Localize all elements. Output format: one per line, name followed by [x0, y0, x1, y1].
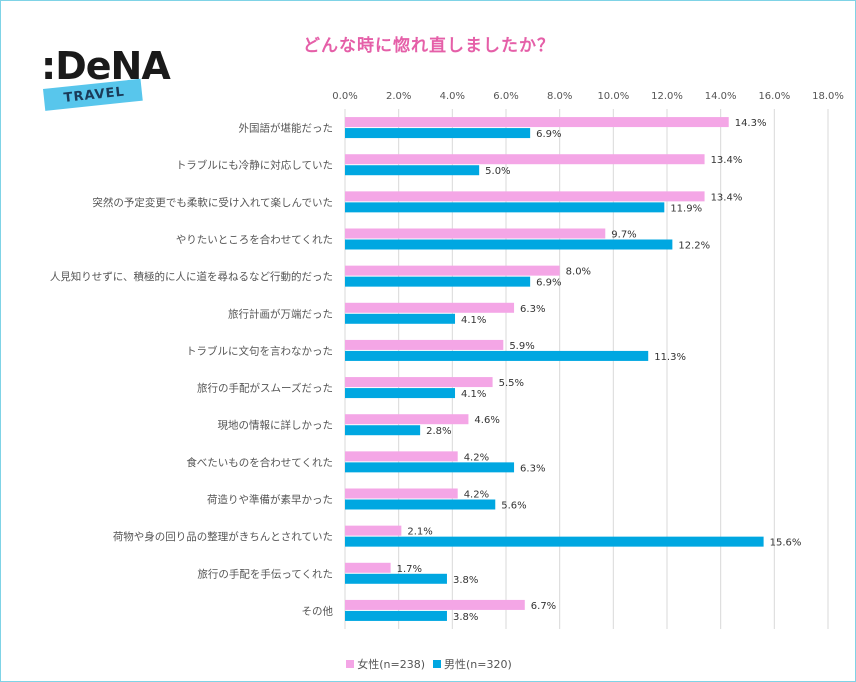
category-label: やりたいところを合わせてくれた: [176, 233, 333, 246]
data-label-male: 4.1%: [461, 315, 486, 326]
category-label: 現地の情報に詳しかった: [218, 419, 334, 432]
bar-female: [345, 377, 493, 388]
data-label-female: 5.5%: [499, 378, 524, 389]
x-tick-label: 16.0%: [758, 91, 790, 102]
data-label-female: 6.7%: [531, 601, 556, 612]
bar-male: [345, 388, 456, 399]
data-label-female: 1.7%: [397, 564, 422, 575]
bar-female: [345, 302, 515, 313]
bar-male: [345, 536, 764, 547]
category-label: 荷造りや準備が素早かった: [207, 493, 333, 506]
data-label-female: 5.9%: [509, 341, 534, 352]
bar-female: [345, 451, 458, 462]
bar-male: [345, 239, 673, 250]
category-label: トラブルに文句を言わなかった: [186, 344, 333, 357]
bar-female: [345, 525, 402, 536]
data-label-female: 13.4%: [711, 155, 743, 166]
x-tick-label: 18.0%: [812, 91, 844, 102]
bar-male: [345, 610, 447, 621]
data-label-male: 3.8%: [453, 575, 478, 586]
bar-male: [345, 276, 531, 287]
x-tick-label: 10.0%: [597, 91, 629, 102]
data-label-female: 4.2%: [464, 452, 489, 463]
legend-item-male: 男性(n=320): [433, 656, 512, 672]
category-label: 突然の予定変更でも柔軟に受け入れて楽しんでいた: [92, 196, 333, 209]
bar-female: [345, 488, 458, 499]
data-label-male: 2.8%: [426, 426, 451, 437]
data-label-male: 6.9%: [536, 278, 561, 289]
category-label: 外国語が堪能だった: [239, 122, 334, 135]
legend-label: 男性(n=320): [444, 658, 512, 671]
x-tick-label: 6.0%: [493, 91, 518, 102]
bar-female: [345, 265, 560, 276]
category-label: 人見知りせずに、積極的に人に道を尋ねるなど行動的だった: [50, 270, 333, 283]
bar-male: [345, 202, 665, 213]
chart-title: どんな時に惚れ直しましたか？: [303, 36, 555, 56]
bar-chart: 0.0% 2.0% 4.0% 6.0% 8.0% 10.0% 12.0% 14.0% 16.0%…: [50, 91, 844, 629]
data-label-female: 2.1%: [407, 527, 432, 538]
data-label-male: 15.6%: [770, 538, 802, 549]
category-label: 旅行計画が万端だった: [228, 307, 333, 320]
data-label-male: 11.3%: [654, 352, 686, 363]
x-tick-label: 12.0%: [651, 91, 683, 102]
bar-female: [345, 339, 504, 350]
bar-male: [345, 350, 649, 361]
x-tick-label: 4.0%: [440, 91, 465, 102]
bar-male: [345, 573, 447, 584]
category-label: 旅行の手配を手伝ってくれた: [197, 567, 333, 580]
category-label: トラブルにも冷静に対応していた: [176, 159, 333, 172]
bar-male: [345, 128, 531, 139]
data-label-female: 9.7%: [611, 230, 636, 241]
data-label-female: 13.4%: [711, 192, 743, 203]
bar-female: [345, 414, 469, 425]
legend-label: 女性(n=238): [357, 658, 425, 671]
dena-travel-logo: :DeNA TRAVEL: [41, 45, 171, 121]
logo-wordmark: :DeNA: [41, 44, 171, 88]
data-label-male: 5.6%: [501, 501, 526, 512]
data-label-male: 6.9%: [536, 129, 561, 140]
legend-swatch: [346, 660, 355, 668]
bar-female: [345, 117, 729, 128]
bar-male: [345, 165, 480, 176]
bar-female: [345, 562, 391, 573]
bar-male: [345, 313, 456, 324]
bar-female: [345, 191, 705, 202]
x-tick-label: 2.0%: [386, 91, 411, 102]
x-tick-label: 0.0%: [332, 91, 357, 102]
bar-male: [345, 462, 515, 473]
chart-legend: 女性(n=238) 男性(n=320): [1, 656, 856, 672]
data-label-male: 4.1%: [461, 389, 486, 400]
x-tick-label: 14.0%: [705, 91, 737, 102]
bar-male: [345, 425, 421, 436]
legend-item-female: 女性(n=238): [346, 656, 425, 672]
data-label-female: 6.3%: [520, 304, 545, 315]
bar-female: [345, 154, 705, 165]
data-label-male: 5.0%: [485, 166, 510, 177]
data-label-female: 4.2%: [464, 490, 489, 501]
data-label-female: 8.0%: [566, 267, 591, 278]
category-label: 旅行の手配がスムーズだった: [197, 382, 333, 395]
bar-male: [345, 499, 496, 510]
data-label-male: 12.2%: [678, 241, 710, 252]
data-label-female: 4.6%: [474, 415, 499, 426]
data-label-female: 14.3%: [735, 118, 767, 129]
legend-swatch: [433, 660, 441, 668]
category-label: 食べたいものを合わせてくれた: [186, 456, 333, 469]
bar-female: [345, 228, 606, 239]
data-label-male: 11.9%: [670, 203, 702, 214]
bar-female: [345, 599, 525, 610]
data-label-male: 6.3%: [520, 463, 545, 474]
data-label-male: 3.8%: [453, 612, 478, 623]
category-label: その他: [302, 604, 334, 617]
x-tick-label: 8.0%: [547, 91, 572, 102]
category-label: 荷物や身の回り品の整理がきちんとされていた: [113, 530, 333, 543]
